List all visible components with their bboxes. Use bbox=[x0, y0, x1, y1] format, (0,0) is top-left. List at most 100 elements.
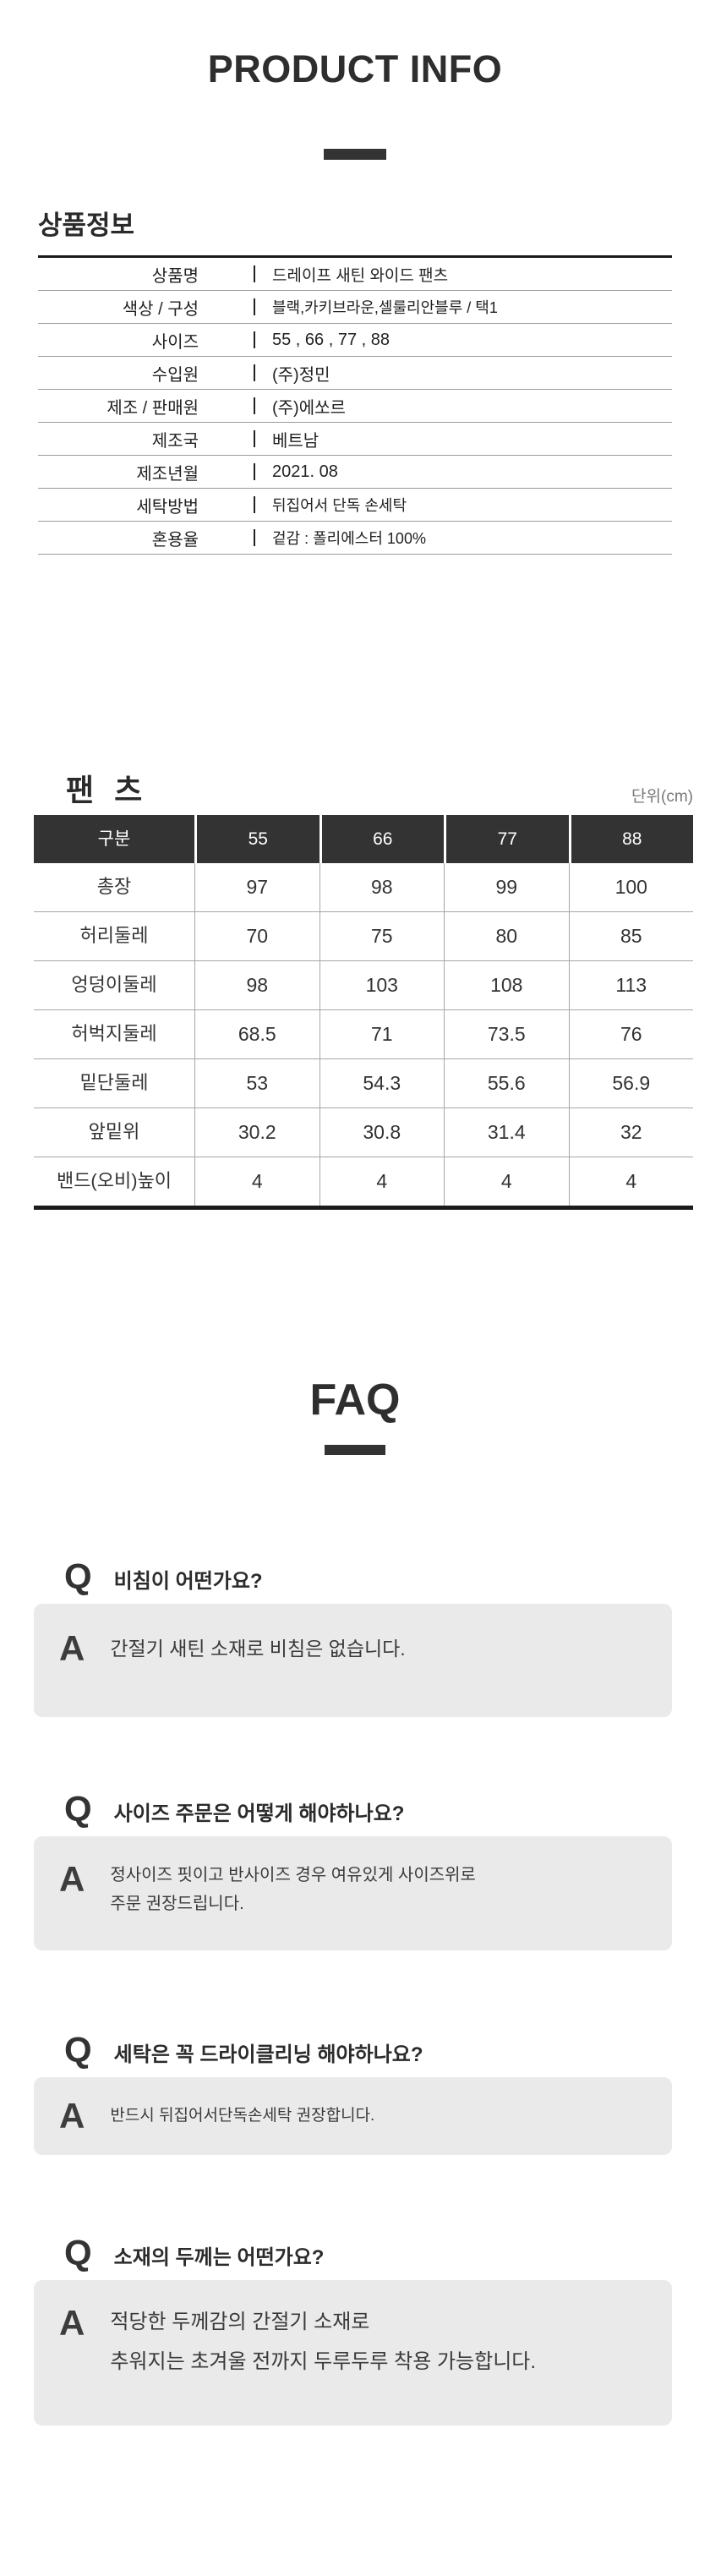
table-row: 상품명 드레이프 새틴 와이드 팬츠 bbox=[38, 258, 672, 291]
size-cell: 71 bbox=[319, 1010, 445, 1058]
answer-letter: A bbox=[59, 2303, 85, 2343]
title-divider-bar bbox=[324, 149, 386, 160]
size-cell: 97 bbox=[194, 863, 320, 911]
row-label: 혼용율 bbox=[151, 530, 199, 550]
size-cell: 4 bbox=[194, 1157, 320, 1206]
table-row: 밑단둘레 53 54.3 55.6 56.9 bbox=[34, 1058, 693, 1108]
faq-title: FAQ bbox=[309, 1376, 401, 1425]
page-title: PRODUCT INFO bbox=[207, 47, 503, 90]
vertical-divider bbox=[254, 397, 255, 414]
table-row: 제조 / 판매원 (주)에쏘르 bbox=[38, 390, 672, 423]
vertical-divider bbox=[254, 529, 255, 546]
row-label: 상품명 bbox=[151, 266, 199, 286]
table-row: 엉덩이둘레 98 103 108 113 bbox=[34, 960, 693, 1009]
size-cell: 4 bbox=[444, 1157, 569, 1206]
size-table-header-row: 구분 55 66 77 88 bbox=[34, 815, 693, 863]
size-cell: 85 bbox=[568, 912, 694, 960]
table-row: 앞밑위 30.2 30.8 31.4 32 bbox=[34, 1108, 693, 1157]
faq-question-row: Q 소재의 두께는 어떤가요? bbox=[64, 2233, 672, 2273]
vertical-divider bbox=[254, 364, 255, 381]
row-label: 세탁방법 bbox=[136, 497, 199, 517]
size-row-label: 허벅지둘레 bbox=[71, 1023, 157, 1044]
size-cell: 100 bbox=[568, 863, 694, 911]
table-row: 총장 97 98 99 100 bbox=[34, 863, 693, 911]
row-value: 겉감 : 폴리에스터 100% bbox=[272, 530, 426, 547]
faq-answer-box: A 간절기 새틴 소재로 비침은 없습니다. bbox=[34, 1604, 672, 1717]
question-letter: Q bbox=[64, 1556, 92, 1596]
size-cell: 30.2 bbox=[194, 1108, 320, 1157]
table-row: 제조국 베트남 bbox=[38, 423, 672, 456]
row-value: 드레이프 새틴 와이드 팬츠 bbox=[272, 266, 449, 285]
question-text: 사이즈 주문은 어떻게 해야하나요? bbox=[113, 1802, 405, 1825]
row-value: (주)에쏘르 bbox=[272, 398, 346, 418]
table-row: 세탁방법 뒤집어서 단독 손세탁 bbox=[38, 489, 672, 522]
row-value: 2021. 08 bbox=[272, 462, 338, 481]
table-row: 밴드(오비)높이 4 4 4 4 bbox=[34, 1157, 693, 1206]
vertical-divider bbox=[254, 298, 255, 315]
row-label: 사이즈 bbox=[151, 332, 199, 352]
product-info-heading: 상품정보 bbox=[38, 211, 135, 240]
size-unit-label: 단위(cm) bbox=[631, 788, 693, 806]
faq-answer-box: A 적당한 두께감의 간절기 소재로 추워지는 초겨울 전까지 두루두루 착용 … bbox=[34, 2280, 672, 2426]
row-value: 베트남 bbox=[272, 431, 320, 451]
size-row-label: 총장 bbox=[96, 876, 132, 897]
size-row-label: 허리둘레 bbox=[79, 925, 149, 946]
answer-text: 반드시 뒤집어서단독손세탁 권장합니다. bbox=[110, 2107, 375, 2125]
table-row: 허리둘레 70 75 80 85 bbox=[34, 911, 693, 960]
size-chart-table: 구분 55 66 77 88 총장 97 98 99 100 허리둘레 70 7… bbox=[34, 815, 693, 1210]
faq-item: Q 비침이 어떤가요? A 간절기 새틴 소재로 비침은 없습니다. bbox=[0, 1556, 710, 1717]
size-cell: 103 bbox=[319, 961, 445, 1009]
row-label: 색상 / 구성 bbox=[122, 299, 199, 319]
size-cell: 76 bbox=[568, 1010, 694, 1058]
row-label: 제조 / 판매원 bbox=[106, 398, 199, 418]
row-value: (주)정민 bbox=[272, 365, 330, 385]
size-cell: 70 bbox=[194, 912, 320, 960]
faq-question-row: Q 사이즈 주문은 어떻게 해야하나요? bbox=[64, 1789, 672, 1829]
vertical-divider bbox=[254, 496, 255, 513]
size-cell: 108 bbox=[444, 961, 569, 1009]
answer-letter: A bbox=[59, 2096, 85, 2136]
size-row-label: 엉덩이둘레 bbox=[71, 974, 157, 995]
faq-question-row: Q 세탁은 꼭 드라이클리닝 해야하나요? bbox=[64, 2030, 672, 2070]
answer-text: 정사이즈 핏이고 반사이즈 경우 여유있게 사이즈위로 주문 권장드립니다. bbox=[110, 1866, 476, 1913]
table-row: 수입원 (주)정민 bbox=[38, 357, 672, 390]
table-row: 혼용율 겉감 : 폴리에스터 100% bbox=[38, 522, 672, 555]
size-col-header: 55 bbox=[194, 815, 320, 863]
size-col-header: 88 bbox=[568, 815, 694, 863]
size-cell: 4 bbox=[319, 1157, 445, 1206]
faq-item: Q 세탁은 꼭 드라이클리닝 해야하나요? A 반드시 뒤집어서단독손세탁 권장… bbox=[0, 2030, 710, 2155]
table-row: 사이즈 55 , 66 , 77 , 88 bbox=[38, 324, 672, 357]
faq-section: FAQ Q 비침이 어떤가요? A 간절기 새틴 소재로 비침은 없습니다. Q… bbox=[0, 1376, 710, 2426]
vertical-divider bbox=[254, 331, 255, 348]
answer-text: 적당한 두께감의 간절기 소재로 추워지는 초겨울 전까지 두루두루 착용 가능… bbox=[110, 2311, 537, 2373]
vertical-divider bbox=[254, 463, 255, 480]
size-cell: 31.4 bbox=[444, 1108, 569, 1157]
table-row: 색상 / 구성 블랙,카키브라운,셀룰리안블루 / 택1 bbox=[38, 291, 672, 324]
question-letter: Q bbox=[64, 1789, 92, 1829]
size-chart-section: 팬 츠 단위(cm) 구분 55 66 77 88 총장 97 98 99 10… bbox=[0, 771, 710, 1210]
size-cell: 54.3 bbox=[319, 1059, 445, 1108]
size-cell: 55.6 bbox=[444, 1059, 569, 1108]
size-row-label: 밑단둘레 bbox=[79, 1072, 149, 1093]
size-row-label: 앞밑위 bbox=[88, 1121, 140, 1142]
row-value: 블랙,카키브라운,셀룰리안블루 / 택1 bbox=[272, 299, 498, 316]
row-value: 뒤집어서 단독 손세탁 bbox=[272, 497, 407, 514]
size-cell: 56.9 bbox=[568, 1059, 694, 1108]
question-letter: Q bbox=[64, 2233, 92, 2272]
size-col-header: 66 bbox=[319, 815, 445, 863]
size-chart-title: 팬 츠 bbox=[66, 773, 143, 807]
row-label: 제조국 bbox=[151, 431, 199, 451]
size-col-header: 77 bbox=[444, 815, 569, 863]
question-text: 비침이 어떤가요? bbox=[113, 1569, 263, 1593]
row-label: 수입원 bbox=[151, 365, 199, 385]
faq-divider-bar bbox=[325, 1445, 385, 1455]
faq-answer-box: A 정사이즈 핏이고 반사이즈 경우 여유있게 사이즈위로 주문 권장드립니다. bbox=[34, 1836, 672, 1950]
product-info-section: 상품정보 상품명 드레이프 새틴 와이드 팬츠 색상 / 구성 블랙,카키브라운… bbox=[0, 209, 710, 555]
vertical-divider bbox=[254, 265, 255, 282]
faq-answer-box: A 반드시 뒤집어서단독손세탁 권장합니다. bbox=[34, 2077, 672, 2155]
question-text: 세탁은 꼭 드라이클리닝 해야하나요? bbox=[113, 2043, 423, 2066]
size-cell: 32 bbox=[568, 1108, 694, 1157]
size-cell: 53 bbox=[194, 1059, 320, 1108]
size-table-body: 총장 97 98 99 100 허리둘레 70 75 80 85 엉덩이둘레 9… bbox=[34, 863, 693, 1210]
answer-letter: A bbox=[59, 1628, 85, 1668]
